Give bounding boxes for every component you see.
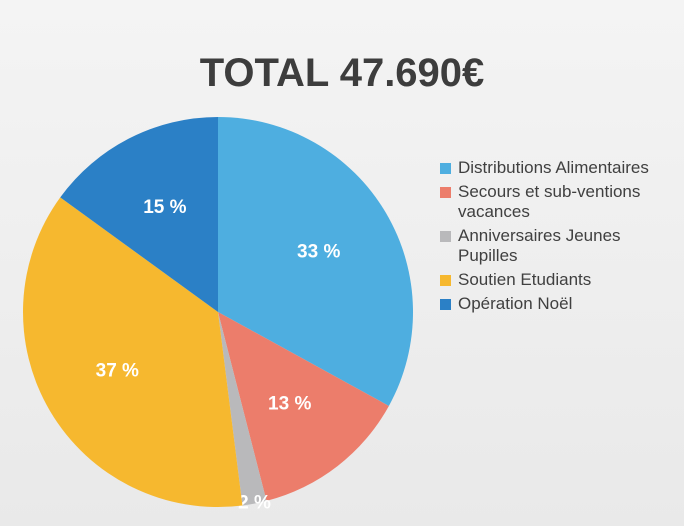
pie-slice bbox=[218, 312, 389, 501]
legend-label: Opération Noël bbox=[458, 294, 573, 313]
legend-label: Soutien Etudiants bbox=[458, 270, 592, 289]
legend-swatch bbox=[440, 163, 451, 174]
legend-item: Anniversaires Jeunes Pupilles bbox=[440, 226, 672, 266]
data-label: 37 % bbox=[96, 361, 139, 382]
legend-label: Secours et sub-ventions vacances bbox=[458, 182, 641, 221]
pie-slice bbox=[218, 117, 413, 406]
pie-slice bbox=[218, 312, 267, 506]
legend-item: Opération Noël bbox=[440, 294, 672, 314]
legend-label: Distributions Alimentaires bbox=[458, 158, 649, 177]
data-label: 33 % bbox=[297, 241, 340, 262]
legend-swatch bbox=[440, 275, 451, 286]
pie-slice bbox=[22, 197, 243, 508]
legend-swatch bbox=[440, 299, 451, 310]
pie-slice bbox=[60, 117, 219, 312]
data-label: 15 % bbox=[143, 197, 186, 218]
chart-title: TOTAL 47.690€ bbox=[200, 51, 485, 95]
legend: Distributions Alimentaires Secours et sub… bbox=[440, 158, 672, 318]
legend-item: Soutien Etudiants bbox=[440, 270, 672, 290]
legend-swatch bbox=[440, 231, 451, 242]
data-label: 13 % bbox=[268, 393, 311, 414]
data-label: 2 % bbox=[238, 493, 271, 514]
legend-item: Distributions Alimentaires bbox=[440, 158, 672, 178]
legend-item: Secours et sub-ventions vacances bbox=[440, 182, 672, 222]
legend-swatch bbox=[440, 187, 451, 198]
legend-label: Anniversaires Jeunes Pupilles bbox=[458, 226, 621, 265]
